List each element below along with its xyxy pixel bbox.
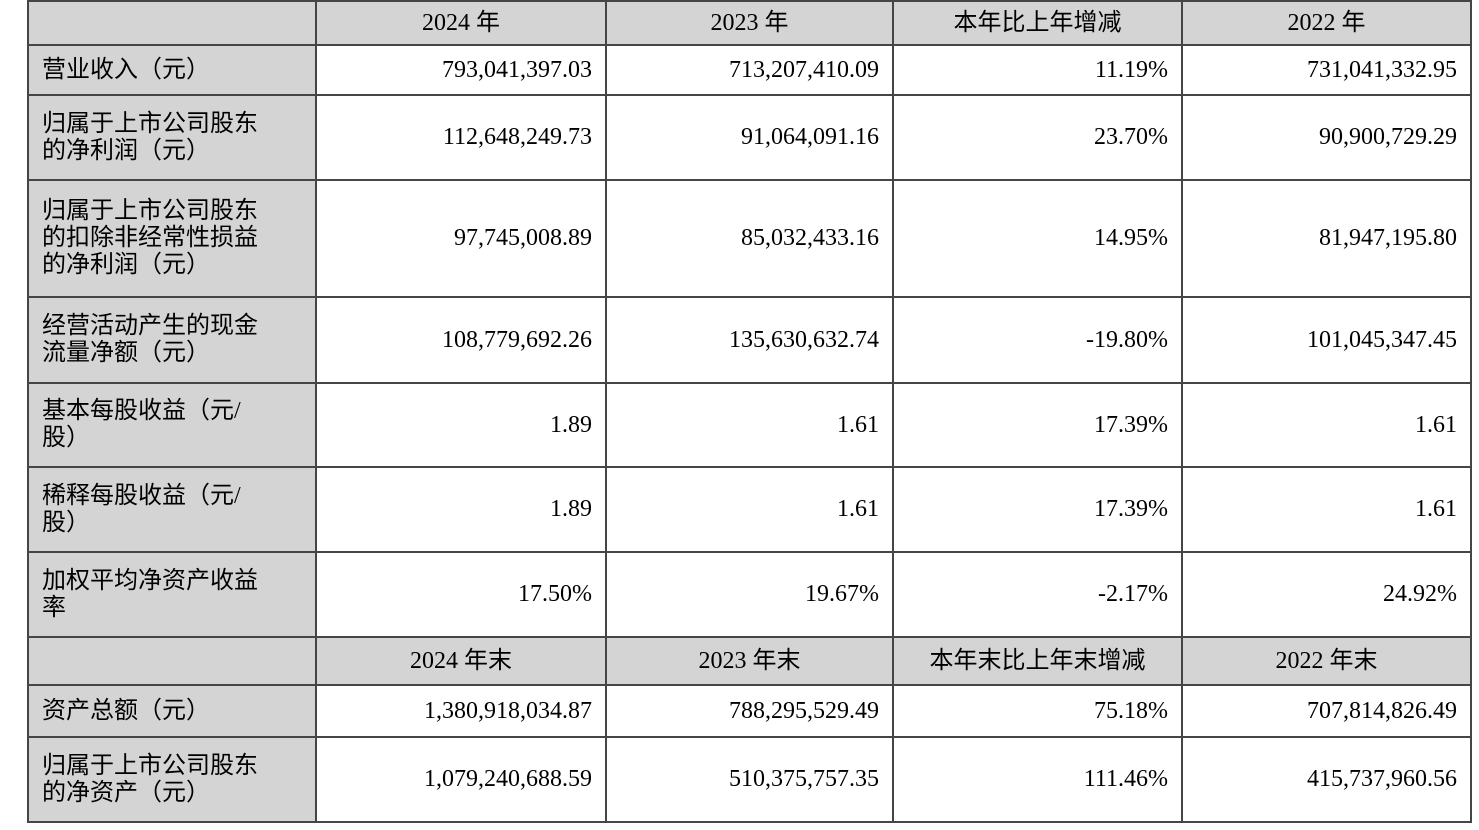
cell-value: 111.46%: [892, 736, 1183, 823]
cell-value: 1,380,918,034.87: [315, 684, 607, 738]
cell-value: 97,745,008.89: [315, 179, 607, 298]
cell-value: 90,900,729.29: [1181, 94, 1472, 181]
cell-value: 75.18%: [892, 684, 1183, 738]
cell-value: 24.92%: [1181, 551, 1472, 638]
table-header-row-year-end: 2024 年末 2023 年末 本年末比上年末增减 2022 年末: [27, 636, 1472, 686]
cell-value: 707,814,826.49: [1181, 684, 1472, 738]
table-row-basic-eps: 基本每股收益（元/ 股） 1.89 1.61 17.39% 1.61: [27, 382, 1472, 468]
col-header-2023: 2023 年: [605, 0, 894, 46]
cell-value: 91,064,091.16: [605, 94, 894, 181]
cell-value: 788,295,529.49: [605, 684, 894, 738]
table-header-row-annual: 2024 年 2023 年 本年比上年增减 2022 年: [27, 0, 1472, 46]
cell-value: 19.67%: [605, 551, 894, 638]
col-header-2023-end: 2023 年末: [605, 636, 894, 686]
table-row-net-profit-deducted: 归属于上市公司股东 的扣除非经常性损益 的净利润（元） 97,745,008.8…: [27, 179, 1472, 298]
cell-value: 731,041,332.95: [1181, 44, 1472, 96]
row-label: 经营活动产生的现金 流量净额（元）: [27, 296, 317, 384]
cell-value: 1.61: [605, 466, 894, 553]
col-header-2024: 2024 年: [315, 0, 607, 46]
row-label: 归属于上市公司股东 的净利润（元）: [27, 94, 317, 181]
col-header-year-end-change: 本年末比上年末增减: [892, 636, 1183, 686]
cell-value: 1.61: [1181, 382, 1472, 468]
cell-value: 17.39%: [892, 382, 1183, 468]
cell-value: 1.61: [1181, 466, 1472, 553]
cell-value: 101,045,347.45: [1181, 296, 1472, 384]
cell-value: 112,648,249.73: [315, 94, 607, 181]
cell-value: 108,779,692.26: [315, 296, 607, 384]
cell-value: 81,947,195.80: [1181, 179, 1472, 298]
col-header-2022-end: 2022 年末: [1181, 636, 1472, 686]
cell-value: 510,375,757.35: [605, 736, 894, 823]
cell-value: 23.70%: [892, 94, 1183, 181]
table-row-operating-cash-flow: 经营活动产生的现金 流量净额（元） 108,779,692.26 135,630…: [27, 296, 1472, 384]
cell-value: 11.19%: [892, 44, 1183, 96]
financial-summary-table: 2024 年 2023 年 本年比上年增减 2022 年 营业收入（元） 793…: [27, 0, 1472, 823]
table-row-total-assets: 资产总额（元） 1,380,918,034.87 788,295,529.49 …: [27, 684, 1472, 738]
col-header-yoy-change: 本年比上年增减: [892, 0, 1183, 46]
row-label: 资产总额（元）: [27, 684, 317, 738]
cell-value: -2.17%: [892, 551, 1183, 638]
cell-value: 1.89: [315, 466, 607, 553]
cell-value: 135,630,632.74: [605, 296, 894, 384]
row-label: 加权平均净资产收益 率: [27, 551, 317, 638]
cell-value: 17.50%: [315, 551, 607, 638]
cell-value: -19.80%: [892, 296, 1183, 384]
cell-value: 1.61: [605, 382, 894, 468]
col-header-2022: 2022 年: [1181, 0, 1472, 46]
row-label: 归属于上市公司股东 的扣除非经常性损益 的净利润（元）: [27, 179, 317, 298]
cell-value: 14.95%: [892, 179, 1183, 298]
table-row-net-profit: 归属于上市公司股东 的净利润（元） 112,648,249.73 91,064,…: [27, 94, 1472, 181]
corner-cell: [27, 0, 317, 46]
cell-value: 1.89: [315, 382, 607, 468]
row-label: 营业收入（元）: [27, 44, 317, 96]
col-header-2024-end: 2024 年末: [315, 636, 607, 686]
row-label: 稀释每股收益（元/ 股）: [27, 466, 317, 553]
row-label: 归属于上市公司股东 的净资产（元）: [27, 736, 317, 823]
cell-value: 415,737,960.56: [1181, 736, 1472, 823]
cell-value: 17.39%: [892, 466, 1183, 553]
cell-value: 85,032,433.16: [605, 179, 894, 298]
cell-value: 1,079,240,688.59: [315, 736, 607, 823]
table-row-net-assets: 归属于上市公司股东 的净资产（元） 1,079,240,688.59 510,3…: [27, 736, 1472, 823]
table-row-weighted-avg-roe: 加权平均净资产收益 率 17.50% 19.67% -2.17% 24.92%: [27, 551, 1472, 638]
corner-cell: [27, 636, 317, 686]
cell-value: 793,041,397.03: [315, 44, 607, 96]
row-label: 基本每股收益（元/ 股）: [27, 382, 317, 468]
table-row-revenue: 营业收入（元） 793,041,397.03 713,207,410.09 11…: [27, 44, 1472, 96]
cell-value: 713,207,410.09: [605, 44, 894, 96]
table-row-diluted-eps: 稀释每股收益（元/ 股） 1.89 1.61 17.39% 1.61: [27, 466, 1472, 553]
